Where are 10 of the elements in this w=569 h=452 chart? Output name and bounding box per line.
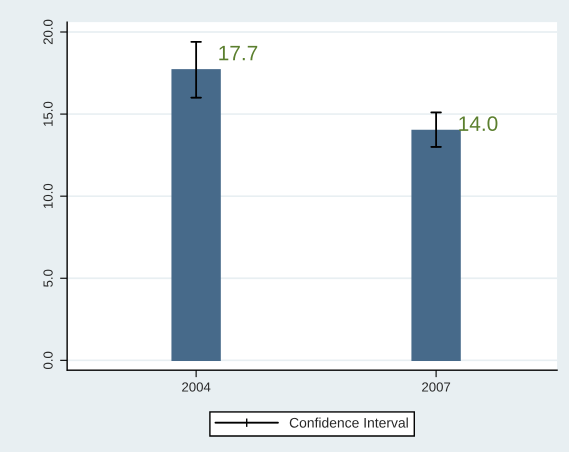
y-tick-label: 20.0	[43, 20, 53, 44]
y-tick-label: 5.0	[43, 270, 53, 287]
y-tick-label: 10.0	[43, 184, 53, 208]
data-label: 17.7	[219, 46, 258, 60]
y-tick-label: 0.0	[43, 352, 53, 369]
x-tick-label: 2007	[422, 382, 450, 392]
x-tick-label: 2004	[182, 382, 210, 392]
data-label: 14.0	[459, 116, 498, 132]
text: Confidence Interval	[290, 417, 408, 428]
y-tick-label: 15.0	[43, 102, 53, 126]
